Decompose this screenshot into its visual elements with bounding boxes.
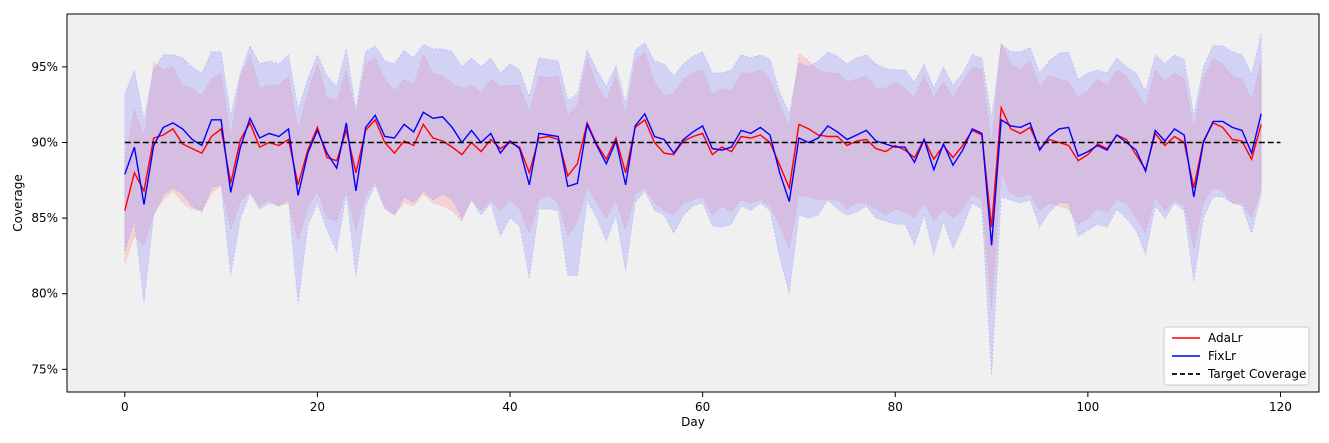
- y-axis-ticks: 75% 80% 85% 90% 95%: [31, 60, 67, 376]
- x-tick-label: 0: [121, 400, 129, 414]
- x-axis-ticks: 0 20 40 60 80 100 120: [121, 392, 1292, 414]
- y-tick-label: 80%: [31, 287, 58, 301]
- y-tick-label: 90%: [31, 136, 58, 150]
- series-lines: [124, 104, 1262, 246]
- x-tick-label: 20: [310, 400, 325, 414]
- line-fixlr: [124, 111, 1262, 246]
- y-tick-label: 85%: [31, 211, 58, 225]
- x-tick-label: 40: [502, 400, 517, 414]
- legend: AdaLr FixLr Target Coverage: [1163, 326, 1310, 386]
- x-axis-label: Day: [681, 415, 705, 429]
- x-tick-label: 100: [1076, 400, 1099, 414]
- plot-frame: [66, 13, 1320, 393]
- x-tick-label: 60: [695, 400, 710, 414]
- confidence-bands: [124, 33, 1262, 376]
- x-tick-label: 80: [888, 400, 903, 414]
- legend-box: [1163, 326, 1310, 386]
- y-tick-label: 95%: [31, 60, 58, 74]
- line-adalr: [124, 104, 1262, 228]
- legend-label: AdaLr: [1208, 331, 1243, 345]
- band-fixlr: [124, 33, 1262, 376]
- y-tick-label: 75%: [31, 362, 58, 376]
- x-tick-label: 120: [1269, 400, 1292, 414]
- plot-background: [67, 14, 1319, 392]
- legend-label: FixLr: [1208, 349, 1236, 363]
- y-axis-label: Coverage: [11, 174, 25, 232]
- band-adalr: [124, 41, 1262, 309]
- legend-label: Target Coverage: [1207, 367, 1306, 381]
